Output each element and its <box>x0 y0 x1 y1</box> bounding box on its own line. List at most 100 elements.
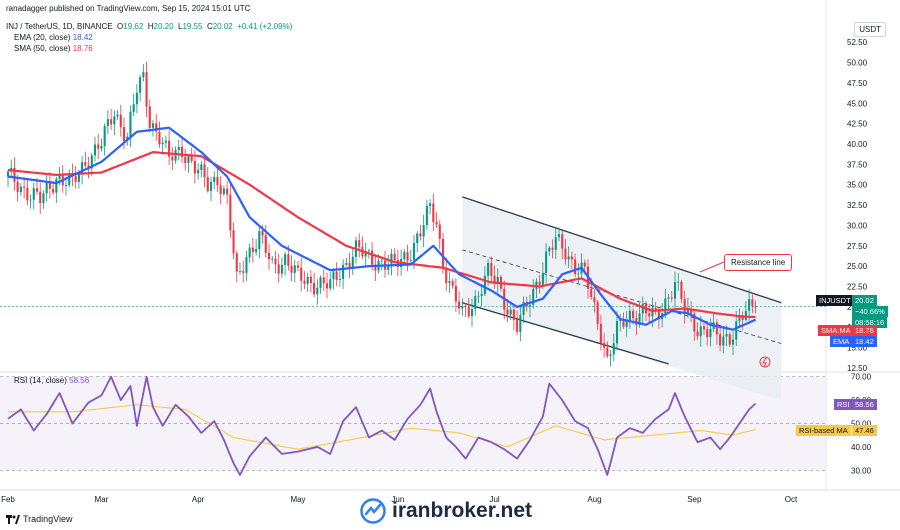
time-tick-label: Feb <box>1 495 15 504</box>
candle-body <box>451 281 454 286</box>
candle-body <box>464 305 467 308</box>
candle-body <box>467 307 470 317</box>
rsima-tag-value: 47.46 <box>852 425 877 436</box>
candle-body <box>574 259 577 275</box>
candle-body <box>364 251 367 257</box>
channel-lower-line <box>462 302 669 365</box>
candle-body <box>722 336 725 346</box>
candle-body <box>39 191 42 204</box>
sma-legend[interactable]: SMA (50, close) 18.76 <box>14 44 93 53</box>
candle-body <box>419 233 422 237</box>
candle-body <box>731 339 735 345</box>
ohlc-l-label: L <box>178 22 183 31</box>
rsi-tick-label: 40.00 <box>851 443 872 452</box>
candle-body <box>541 272 544 285</box>
candle-body <box>403 252 406 260</box>
candle-body <box>74 175 77 182</box>
time-tick-label: Apr <box>192 495 205 504</box>
ema-legend[interactable]: EMA (20, close) 18.42 <box>14 33 93 42</box>
candle-body <box>657 311 660 320</box>
price-tick-label: 42.50 <box>847 120 868 129</box>
candle-body <box>106 119 109 127</box>
candle-body <box>219 185 222 195</box>
candle-body <box>284 254 287 265</box>
candle-body <box>438 224 441 239</box>
candle-body <box>271 258 274 260</box>
candle-body <box>690 308 693 314</box>
candle-body <box>293 265 296 273</box>
currency-button[interactable]: USDT <box>854 22 886 37</box>
tradingview-logo-text: TradingView <box>23 514 73 524</box>
ema-tag-value: 18.42 <box>852 336 877 347</box>
candle-body <box>132 104 135 112</box>
candle-body <box>606 347 609 357</box>
candle-body <box>81 162 84 175</box>
sma-tag-value: 18.76 <box>852 325 877 336</box>
candle-body <box>110 119 113 125</box>
candle-body <box>103 126 106 146</box>
candle-body <box>97 144 100 149</box>
ema-20-line <box>7 126 757 331</box>
ohlc-low: 19.55 <box>182 22 203 31</box>
ohlc-h-label: H <box>147 22 154 31</box>
candle-body <box>342 264 345 279</box>
candle-body <box>316 287 319 295</box>
candle-body <box>686 308 689 314</box>
candle-body <box>612 343 615 355</box>
ohlc-high: 20.20 <box>153 22 174 31</box>
price-tag-timer: 08:58:16 <box>852 317 888 328</box>
candle-body <box>29 199 32 201</box>
ema-legend-value: 18.42 <box>72 33 93 42</box>
rsi-legend[interactable]: RSI (14, close) 58.56 <box>14 376 89 385</box>
candle-body <box>119 114 122 128</box>
candle-body <box>32 188 35 200</box>
candle-body <box>696 331 699 337</box>
price-tick-label: 12.50 <box>847 364 868 373</box>
candle-body <box>596 302 599 324</box>
candle-body <box>68 173 71 186</box>
price-tick-label: 47.50 <box>847 79 868 88</box>
candle-body <box>461 305 464 309</box>
candle-body <box>193 160 196 174</box>
candle-body <box>728 334 731 345</box>
candle-body <box>52 188 55 193</box>
candle-body <box>706 329 709 338</box>
price-tick-label: 25.00 <box>847 262 868 271</box>
candle-body <box>100 145 103 149</box>
price-tick-label: 52.50 <box>847 38 868 47</box>
candle-body <box>258 231 261 249</box>
candle-body <box>16 181 19 193</box>
rsi-tick-label: 50.00 <box>851 419 872 428</box>
candle-body <box>519 314 522 332</box>
tradingview-logo[interactable]: TradingView <box>6 514 73 524</box>
candle-body <box>280 264 283 274</box>
candle-body <box>171 156 174 161</box>
channel-upper-line <box>462 196 782 304</box>
tradingview-icon <box>6 514 20 524</box>
candle-body <box>673 281 677 299</box>
candle-body <box>483 275 486 295</box>
candle-body <box>93 144 97 156</box>
candle-body <box>422 225 425 237</box>
candle-body <box>229 194 232 231</box>
sma-tag-name: SMA:MA <box>818 325 854 336</box>
candle-body <box>151 123 155 128</box>
price-tick-label: 40.00 <box>847 140 868 149</box>
candle-body <box>261 231 264 236</box>
price-tick-label: 37.50 <box>847 160 868 169</box>
candle-body <box>319 277 322 288</box>
candle-body <box>677 281 680 283</box>
price-tag-value: 20.02 <box>852 295 877 306</box>
candle-body <box>590 288 593 298</box>
candle-body <box>554 237 557 250</box>
candle-body <box>64 185 68 186</box>
candle-body <box>474 296 477 310</box>
candle-body <box>145 72 148 107</box>
price-tick-label: 30.00 <box>847 221 868 230</box>
time-tick-label: Jul <box>489 495 499 504</box>
resistance-line-label[interactable]: Resistance line <box>724 254 793 271</box>
sma-50-line <box>7 151 756 319</box>
time-tick-label: May <box>290 495 305 504</box>
candle-body <box>158 131 161 145</box>
